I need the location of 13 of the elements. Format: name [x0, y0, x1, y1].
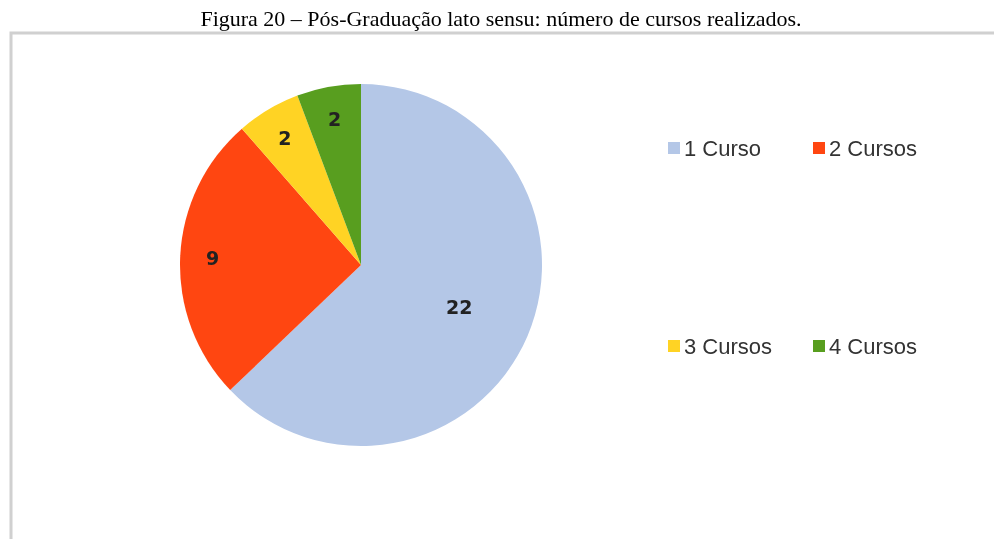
pie-slice — [230, 84, 542, 446]
pie-slice — [180, 128, 361, 391]
legend-label: 2 Cursos — [829, 135, 918, 161]
pie-slice — [297, 84, 361, 265]
legend-label: 4 Cursos — [829, 333, 918, 359]
pie-slice — [241, 95, 361, 265]
legend-label: 1 Curso — [684, 135, 762, 161]
data-label: 2 — [278, 126, 292, 149]
data-label: 2 — [327, 107, 342, 130]
data-label: 22 — [446, 296, 473, 318]
data-label: 9 — [206, 247, 220, 270]
chart-title: Figura 20 – Pós-Graduação lato sensu: número de cursos realizados. — [200, 6, 802, 31]
legend-label: 3 Cursos — [684, 333, 773, 359]
